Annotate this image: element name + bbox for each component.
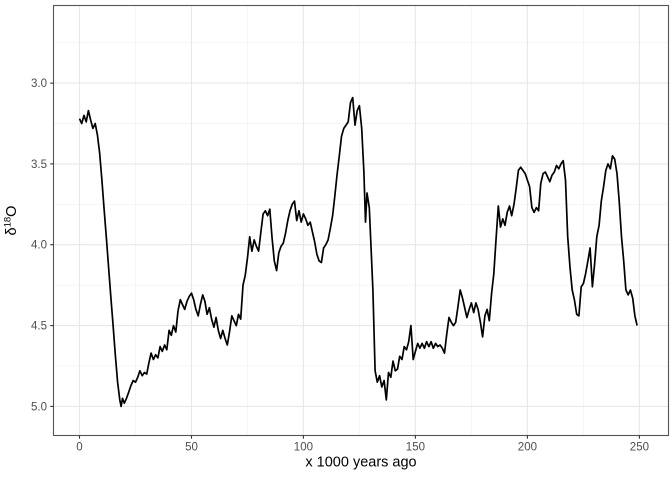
y-axis-title: δ18O — [3, 206, 21, 236]
y-tick-label: 3.5 — [31, 159, 47, 171]
x-axis-title: x 1000 years ago — [305, 455, 416, 471]
y-axis-title-superscript: 18 — [3, 217, 14, 228]
x-tick-label: 200 — [518, 442, 537, 454]
y-tick-label: 4.0 — [31, 240, 47, 252]
minor-gridlines — [53, 5, 669, 436]
plot-panel-border — [52, 4, 670, 437]
x-axis-tick-labels: 0 50 100 150 200 250 — [76, 442, 649, 454]
y-tick-label: 5.0 — [31, 401, 47, 413]
y-axis-tick-labels: 3.0 3.5 4.0 4.5 5.0 — [31, 78, 47, 413]
plot-panel-background — [53, 5, 669, 436]
axis-tick-marks — [50, 82, 640, 439]
x-tick-label: 0 — [76, 442, 82, 454]
x-tick-label: 100 — [294, 442, 313, 454]
y-tick-label: 4.5 — [31, 321, 47, 333]
y-axis-title-symbol: δ — [4, 227, 20, 235]
x-tick-label: 150 — [406, 442, 425, 454]
x-tick-label: 250 — [630, 442, 649, 454]
data-series — [78, 96, 638, 408]
major-gridlines — [53, 5, 669, 436]
x-tick-label: 50 — [185, 442, 198, 454]
data-line — [78, 96, 638, 408]
y-tick-label: 3.0 — [31, 78, 47, 90]
y-axis-title-suffix: O — [4, 206, 20, 217]
